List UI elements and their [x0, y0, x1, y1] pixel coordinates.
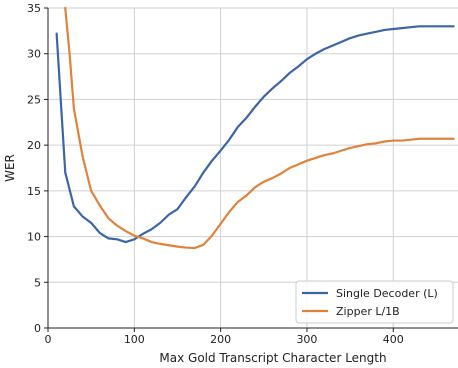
- x-tick-label: 300: [296, 333, 317, 346]
- x-tick-label: 100: [124, 333, 145, 346]
- x-tick-label: 400: [383, 333, 404, 346]
- grid-lines: [47, 7, 458, 329]
- legend-box: [295, 280, 454, 324]
- tick-labels: 0 100 200 300 400 0 5 10 15 20 25 30 35: [27, 2, 404, 346]
- legend-label-1: Zipper L/1B: [336, 305, 400, 318]
- y-tick-label: 15: [27, 185, 41, 198]
- y-tick-label: 30: [27, 48, 41, 61]
- y-tick-label: 5: [34, 276, 41, 289]
- series-line-1: [64, 6, 455, 250]
- x-tick-label: 0: [45, 333, 52, 346]
- series-line-0: [55, 25, 455, 244]
- y-tick-label: 0: [34, 322, 41, 335]
- axes: [44, 7, 458, 332]
- x-axis-label: Max Gold Transcript Character Length: [159, 351, 386, 365]
- y-axis-label: WER: [3, 154, 17, 182]
- legend: Single Decoder (L) Zipper L/1B: [295, 280, 454, 324]
- y-tick-label: 20: [27, 139, 41, 152]
- y-tick-label: 10: [27, 231, 41, 244]
- x-tick-label: 200: [210, 333, 231, 346]
- series-lines: [55, 6, 455, 250]
- legend-label-0: Single Decoder (L): [336, 287, 438, 300]
- y-tick-label: 25: [27, 93, 41, 106]
- y-tick-label: 35: [27, 2, 41, 15]
